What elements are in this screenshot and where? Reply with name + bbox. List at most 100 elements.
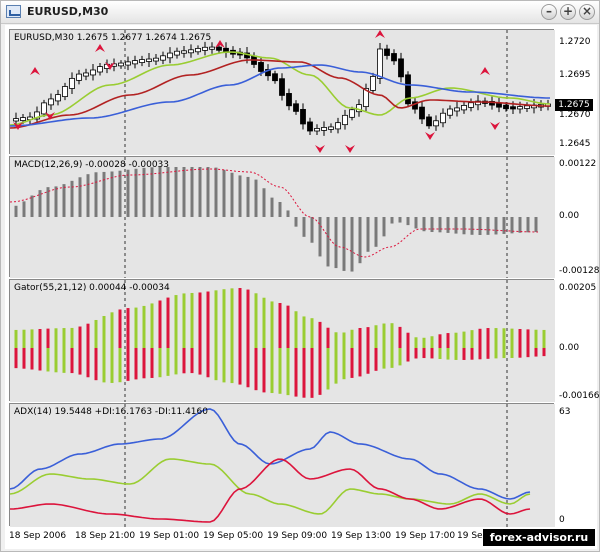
- gator-lower-bar: [382, 348, 386, 369]
- fractal-arrow-icon: [105, 62, 115, 70]
- gator-upper-bar: [374, 325, 378, 348]
- macd-histogram-bar: [422, 217, 426, 232]
- candle: [307, 121, 313, 132]
- gator-pane[interactable]: Gator(55,21,12) 0.00044 -0.00034: [9, 279, 555, 402]
- gator-upper-bar: [526, 329, 530, 348]
- gator-upper-bar: [118, 309, 122, 348]
- candle: [13, 118, 19, 122]
- gator-upper-bar: [254, 293, 258, 348]
- gator-lower-bar: [374, 348, 378, 371]
- macd-histogram-bar: [166, 167, 170, 217]
- fractal-arrow-icon: [30, 67, 40, 75]
- gator-upper-bar: [422, 337, 426, 348]
- candle: [34, 111, 40, 120]
- macd-histogram-bar: [174, 167, 178, 217]
- gator-upper-bar: [302, 316, 306, 348]
- gator-axis-label: -0.00166: [559, 391, 600, 401]
- gator-lower-bar: [478, 348, 482, 360]
- macd-histogram-bar: [62, 184, 66, 217]
- gator-upper-bar: [134, 307, 138, 348]
- macd-histogram-bar: [190, 167, 194, 217]
- candle: [188, 49, 194, 54]
- gator-lower-bar: [118, 348, 122, 383]
- candle: [377, 48, 383, 79]
- gator-lower-bar: [166, 348, 170, 376]
- gator-lower-bar: [278, 348, 282, 394]
- macd-histogram-bar: [382, 217, 386, 237]
- candle: [447, 108, 453, 116]
- candle: [125, 61, 131, 66]
- gator-lower-bar: [70, 348, 74, 374]
- gator-upper-bar: [262, 297, 266, 348]
- macd-histogram-bar: [366, 217, 370, 252]
- candle: [419, 106, 425, 120]
- chart-area[interactable]: EURUSD,M30 1.2675 1.2677 1.2674 1.2675 1…: [5, 25, 600, 549]
- time-axis-label: 18 Sep 21:00: [75, 531, 136, 541]
- macd-histogram-bar: [110, 171, 114, 217]
- gator-lower-bar: [390, 348, 394, 368]
- macd-histogram-bar: [230, 172, 234, 217]
- macd-histogram-bar: [94, 172, 98, 217]
- maximize-button[interactable]: +: [560, 4, 576, 20]
- candle: [489, 101, 495, 106]
- price-axis-label: 1.2695: [559, 70, 591, 80]
- gator-upper-bar: [46, 328, 50, 348]
- price-pane[interactable]: EURUSD,M30 1.2675 1.2677 1.2674 1.2675: [9, 29, 555, 155]
- macd-histogram-bar: [502, 217, 506, 234]
- fractal-arrow-icon: [315, 145, 325, 153]
- candle: [181, 50, 187, 54]
- macd-pane[interactable]: MACD(12,26,9) -0.00028 -0.00033: [9, 156, 555, 278]
- gator-lower-bar: [454, 348, 458, 360]
- macd-histogram-bar: [70, 180, 74, 217]
- gator-upper-bar: [126, 308, 130, 348]
- gator-lower-bar: [222, 348, 226, 383]
- gator-lower-bar: [542, 348, 546, 357]
- gator-lower-bar: [62, 348, 66, 373]
- close-button[interactable]: ×: [579, 4, 595, 20]
- macd-histogram-bar: [198, 167, 202, 217]
- gator-upper-bar: [438, 334, 442, 348]
- gator-upper-bar: [406, 332, 410, 348]
- gator-upper-bar: [110, 312, 114, 348]
- gator-upper-bar: [166, 297, 170, 348]
- gator-upper-bar: [470, 330, 474, 348]
- candle: [265, 69, 271, 77]
- adx-axis-label: 63: [559, 407, 571, 417]
- macd-histogram-bar: [142, 167, 146, 217]
- gator-upper-bar: [454, 332, 458, 348]
- adx-pane[interactable]: ADX(14) 19.5448 +DI:16.1763 -DI:11.4160: [9, 403, 555, 527]
- plus-di-line: [10, 458, 531, 515]
- candle: [314, 128, 320, 132]
- gator-upper-bar: [222, 289, 226, 348]
- gator-lower-bar: [86, 348, 90, 378]
- candle: [454, 107, 460, 112]
- candle: [496, 102, 502, 108]
- candle: [328, 126, 334, 130]
- gator-lower-bar: [38, 348, 42, 371]
- gator-lower-bar: [350, 348, 354, 378]
- candle: [433, 120, 439, 127]
- current-price-badge: 1.2675: [555, 99, 593, 111]
- macd-histogram-bar: [430, 217, 434, 233]
- adx-pane-label: ADX(14) 19.5448 +DI:16.1763 -DI:11.4160: [14, 407, 208, 417]
- macd-histogram-bar: [262, 188, 266, 217]
- candle: [83, 72, 89, 77]
- candle: [69, 77, 75, 89]
- gator-lower-bar: [334, 348, 338, 384]
- candle: [41, 102, 47, 115]
- macd-histogram-bar: [406, 217, 410, 226]
- macd-histogram-bar: [486, 217, 490, 235]
- title-bar[interactable]: EURUSD,M30 – + ×: [1, 1, 599, 24]
- gator-lower-bar: [342, 348, 346, 380]
- price-axis-label: 1.2720: [559, 37, 591, 47]
- gator-axis-label: 0.00: [559, 343, 580, 353]
- minimize-button[interactable]: –: [541, 4, 557, 20]
- gator-upper-bar: [342, 332, 346, 348]
- gator-upper-bar: [350, 329, 354, 348]
- candle: [272, 73, 278, 82]
- minus-di-line: [10, 458, 531, 523]
- price-chart: [10, 30, 555, 155]
- adx-axis-label: 0: [559, 515, 565, 525]
- gator-lower-bar: [262, 348, 266, 393]
- macd-signal-line: [10, 168, 538, 258]
